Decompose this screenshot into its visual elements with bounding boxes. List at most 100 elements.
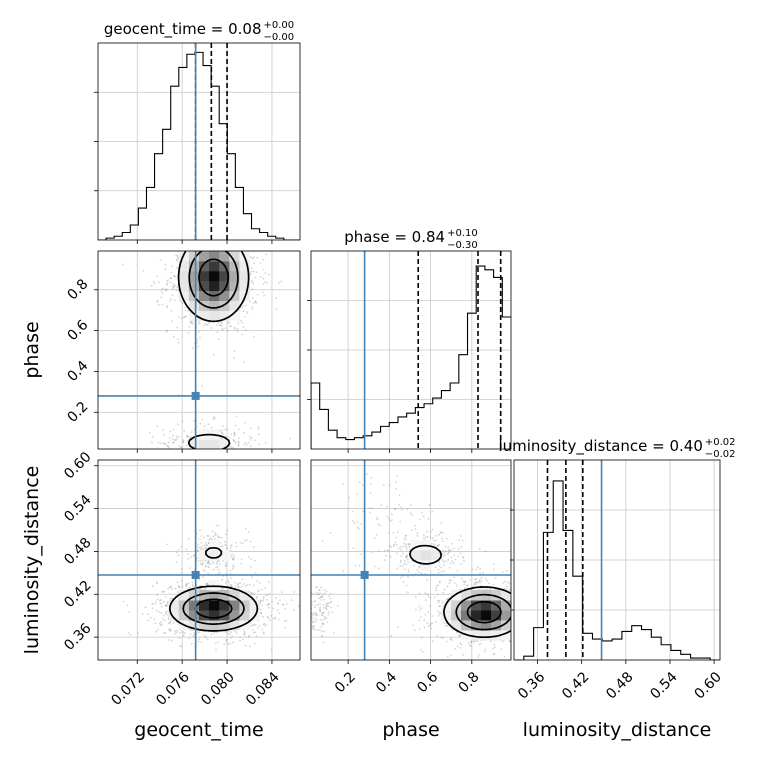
sample-point [221, 329, 224, 331]
density-cell [209, 590, 220, 601]
sample-point [441, 637, 444, 639]
sample-point [161, 292, 164, 294]
sample-point [458, 634, 461, 636]
sample-point [168, 456, 170, 458]
sample-point [492, 653, 495, 656]
sample-point [224, 246, 226, 248]
sample-point [375, 533, 378, 536]
sample-point [188, 463, 190, 465]
sample-point [195, 248, 197, 250]
sample-point [161, 591, 164, 593]
sample-point [202, 569, 205, 571]
sample-point [474, 578, 476, 581]
sample-point [190, 220, 192, 222]
sample-point [151, 603, 154, 605]
sample-point [315, 614, 318, 617]
sample-point [263, 632, 265, 635]
sample-point [237, 441, 240, 444]
sample-point [189, 321, 192, 324]
sample-point [163, 619, 166, 622]
sample-point [171, 294, 174, 297]
sample-point [251, 288, 254, 291]
sample-point [172, 442, 175, 444]
sample-point [249, 273, 252, 276]
sample-point [518, 607, 520, 609]
sample-point [213, 232, 215, 234]
sample-point [480, 580, 483, 582]
sample-point [445, 546, 447, 548]
sample-point [462, 555, 464, 558]
sample-point [380, 504, 383, 506]
sample-point [159, 624, 162, 626]
sample-point [407, 558, 409, 561]
sample-point [440, 531, 442, 534]
sample-point [178, 445, 181, 447]
sample-point [199, 562, 202, 565]
sample-point [232, 567, 234, 570]
sample-point [538, 624, 540, 626]
sample-point [187, 331, 190, 334]
sample-point [328, 595, 330, 598]
sample-point [220, 321, 223, 324]
y-tick-label-luminosity_distance: 0.54 [61, 492, 94, 525]
sample-point [447, 546, 450, 548]
sample-point [218, 571, 221, 574]
density-cell [178, 610, 190, 621]
pair-plot-area [98, 460, 300, 660]
sample-point [322, 623, 325, 625]
sample-point [395, 552, 398, 554]
sample-point [387, 549, 390, 552]
sample-point [185, 454, 187, 456]
y-tick-label-phase: 0.2 [64, 399, 91, 426]
sample-point [203, 245, 205, 247]
sample-point [262, 291, 264, 294]
sample-point [410, 504, 412, 507]
sample-point [183, 246, 185, 248]
density-cell [219, 270, 230, 282]
sample-point [157, 248, 159, 250]
sample-point [177, 338, 180, 341]
sample-point [312, 626, 314, 629]
sample-point [188, 567, 191, 569]
density-cell [168, 610, 180, 621]
sample-point [484, 550, 487, 553]
sample-point [247, 236, 249, 238]
sample-point [228, 233, 230, 235]
sample-point [432, 540, 435, 542]
sample-point [325, 617, 328, 620]
sample-point [195, 246, 197, 248]
sample-point [228, 469, 230, 471]
sample-point [397, 531, 399, 534]
sample-point [166, 613, 168, 616]
sample-point [171, 320, 174, 323]
sample-point [225, 435, 227, 438]
sample-point [216, 631, 219, 634]
sample-point [177, 591, 179, 593]
sample-point [170, 298, 173, 300]
sample-point [464, 580, 467, 583]
sample-point [198, 579, 200, 581]
sample-point [414, 629, 416, 632]
sample-point [412, 624, 414, 627]
sample-point [262, 268, 265, 271]
x-tick-label-phase: 0.2 [332, 669, 359, 696]
sample-point [523, 614, 525, 616]
sample-point [525, 592, 527, 594]
sample-point [275, 297, 277, 299]
sample-point [208, 560, 210, 563]
sample-point [175, 551, 178, 554]
sample-point [194, 458, 196, 460]
sample-point [440, 570, 443, 573]
sample-point [407, 591, 409, 594]
sample-point [423, 626, 426, 629]
sample-point [529, 598, 531, 600]
sample-point [526, 590, 528, 592]
sample-point [217, 535, 219, 537]
sample-point [459, 647, 462, 649]
density-cell [239, 610, 250, 621]
sample-point [522, 634, 524, 636]
sample-point [197, 225, 199, 227]
sample-point [164, 467, 166, 469]
sample-point [316, 618, 319, 621]
sample-point [173, 441, 175, 444]
